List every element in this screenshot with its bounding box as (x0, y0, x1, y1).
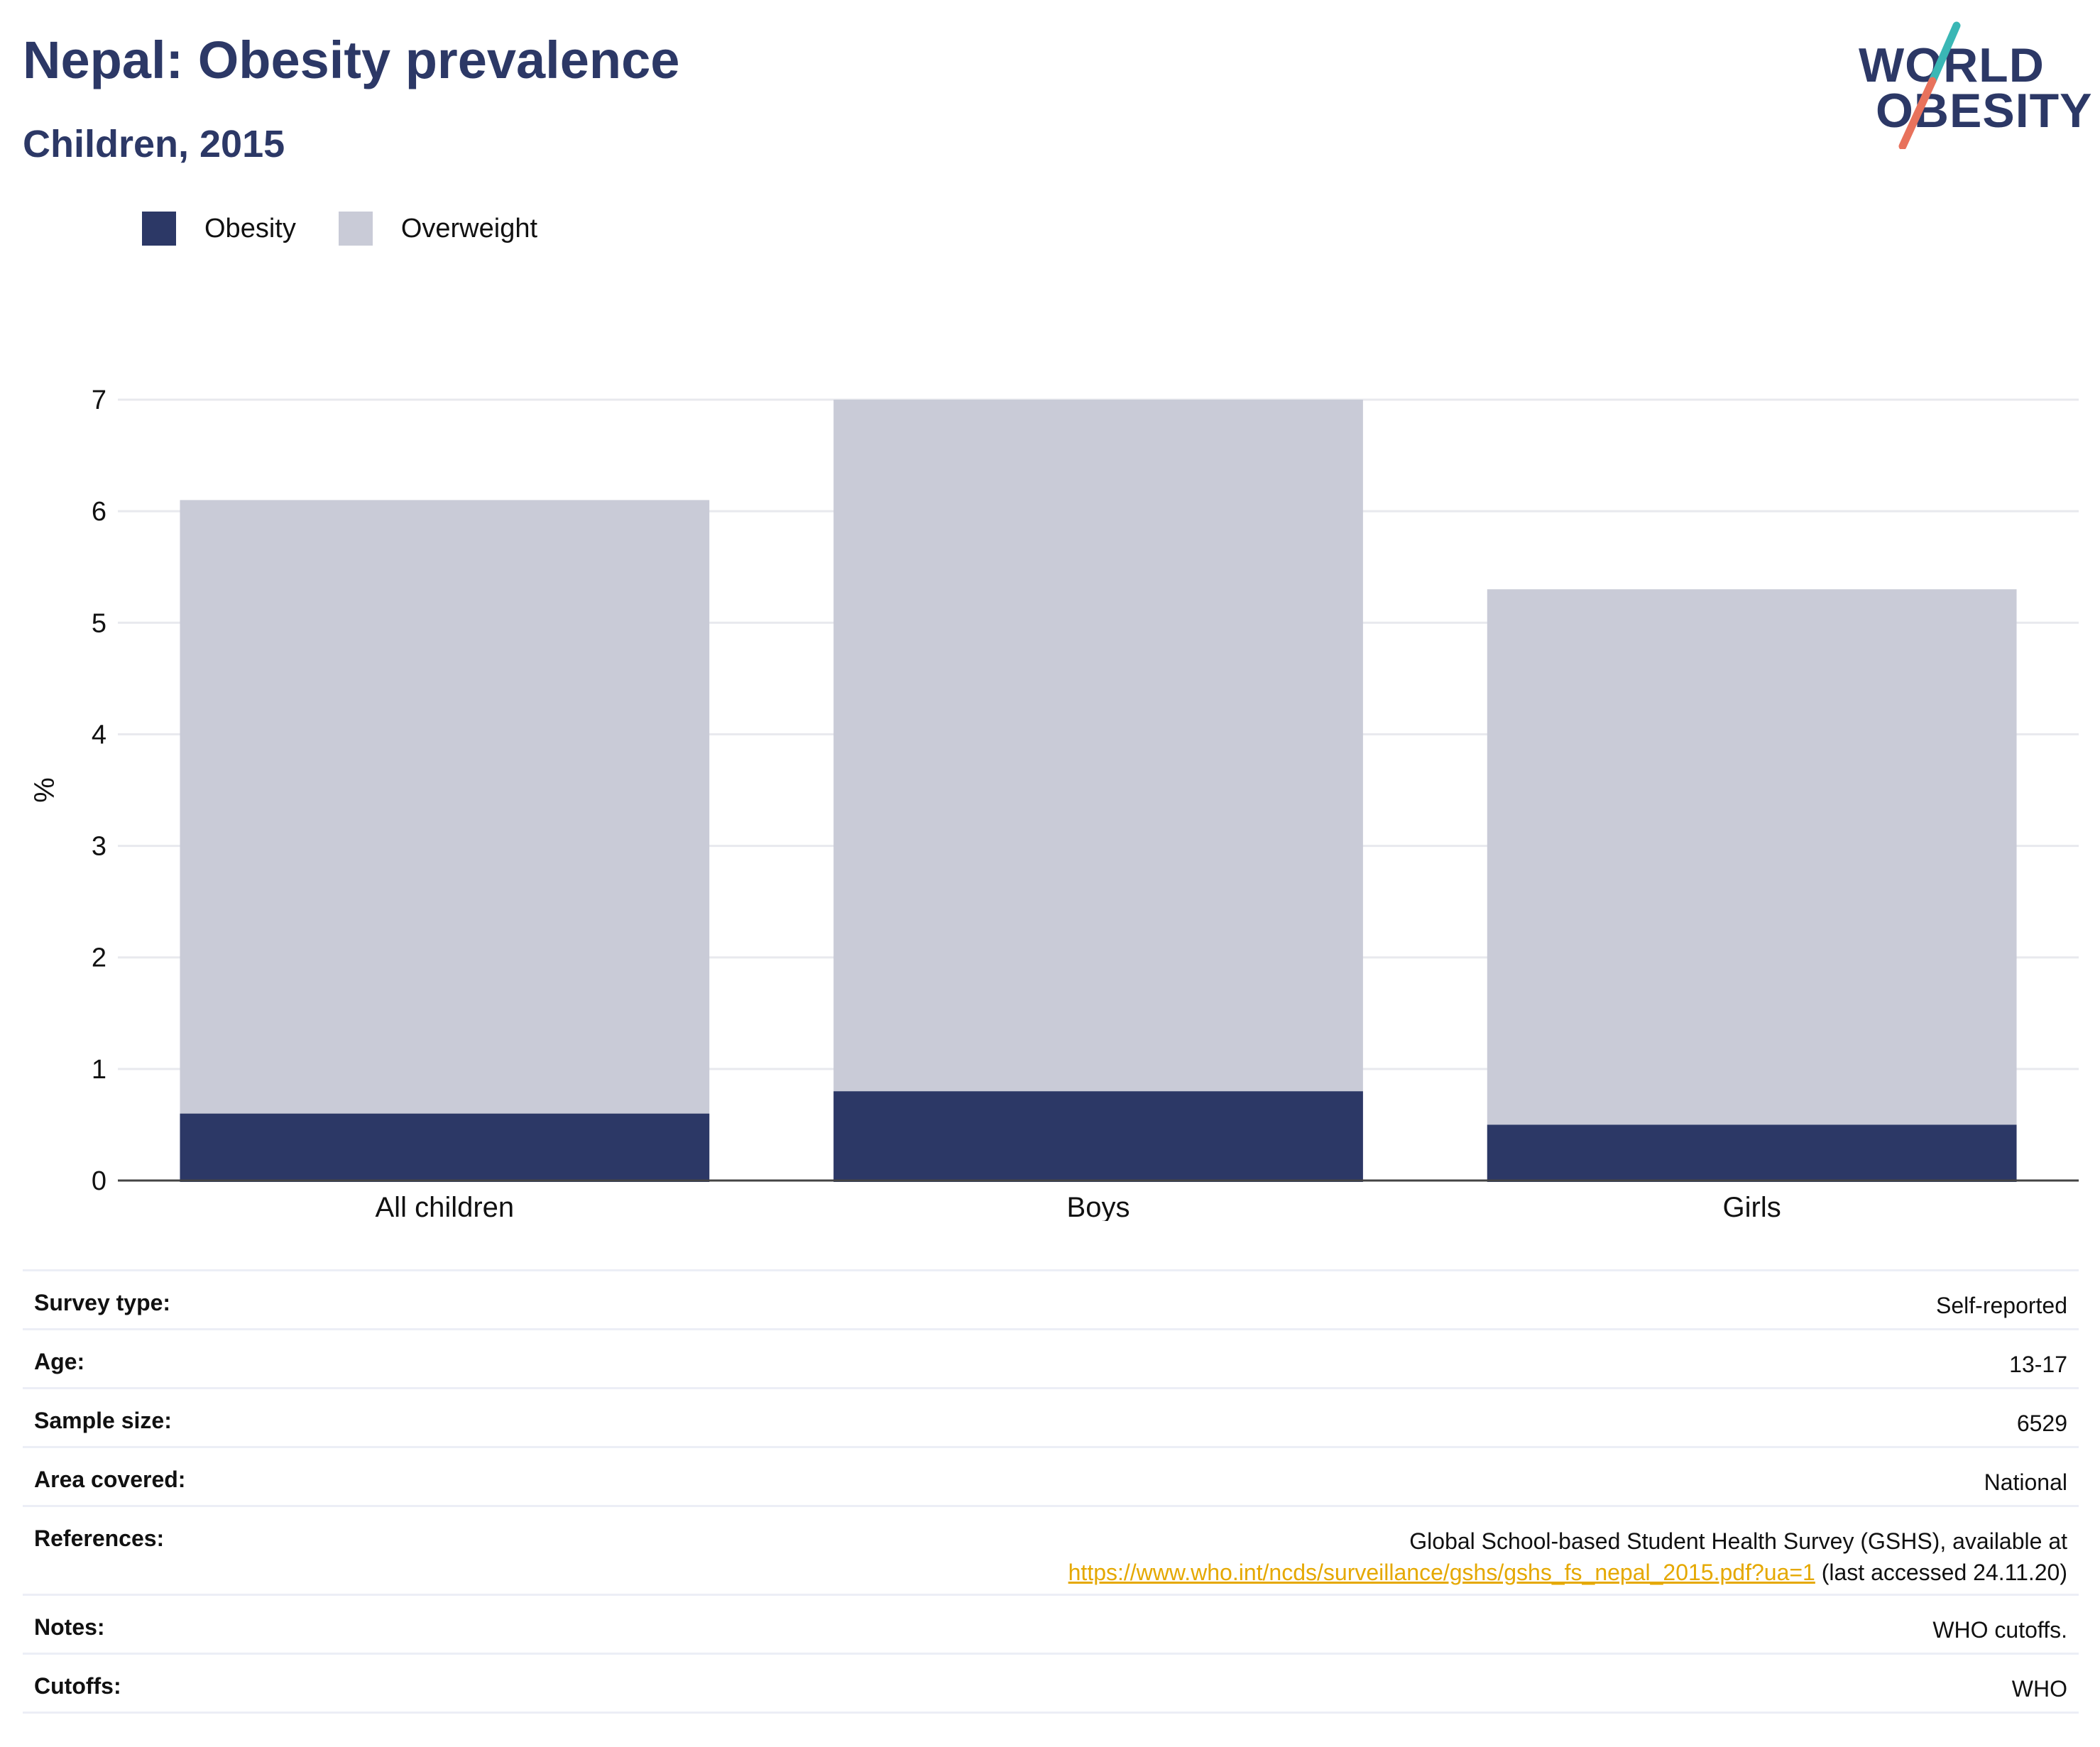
info-label: Age: (34, 1349, 85, 1374)
info-label: Notes: (34, 1614, 105, 1640)
info-value-text: Self-reported (1936, 1293, 2067, 1318)
info-value: WHO cutoffs. (1932, 1614, 2067, 1645)
x-tick-label-boys: Boys (1067, 1192, 1130, 1221)
chart-title: Nepal: Obesity prevalence (23, 31, 680, 89)
legend-item-obesity[interactable]: Obesity (142, 212, 296, 246)
info-value: 6529 (2017, 1408, 2067, 1439)
info-value-text: Global School-based Student Health Surve… (1409, 1528, 2067, 1554)
info-row-survey-type: Survey type: Self-reported (23, 1271, 2079, 1330)
info-row-sample-size: Sample size: 6529 (23, 1389, 2079, 1448)
y-tick-label-3: 3 (92, 832, 106, 862)
y-tick-label-5: 5 (92, 608, 106, 638)
reference-link[interactable]: https://www.who.int/ncds/surveillance/gs… (1068, 1560, 1815, 1585)
legend-swatch-overweight (338, 212, 373, 246)
info-label: References: (34, 1526, 165, 1551)
x-tick-label-girls: Girls (1723, 1192, 1781, 1221)
info-row-cutoffs: Cutoffs: WHO (23, 1655, 2079, 1714)
bar-overweight-boys (833, 400, 1363, 1182)
legend-label-obesity: Obesity (204, 213, 296, 243)
legend-label-overweight: Overweight (400, 213, 538, 243)
chart-subtitle: Children, 2015 (23, 123, 285, 165)
info-label: Survey type: (34, 1290, 171, 1315)
bar-obesity-girls (1487, 1124, 2017, 1182)
bar-overweight-all-children (180, 500, 710, 1182)
logo-word-world: WORLD (1859, 38, 2045, 92)
info-row-notes: Notes: WHO cutoffs. (23, 1596, 2079, 1655)
info-value: 13-17 (2009, 1349, 2067, 1380)
y-tick-label-0: 0 (92, 1166, 106, 1196)
info-value: National (1984, 1467, 2067, 1498)
y-axis-label: % (28, 777, 59, 803)
logo-slash-icon (1898, 21, 1961, 149)
info-value: Global School-based Student Health Surve… (1068, 1526, 2067, 1588)
info-value-text: WHO (2011, 1676, 2067, 1702)
reference-suffix: (last accessed 24.11.20) (1815, 1560, 2067, 1585)
info-value: WHO (2012, 1673, 2067, 1704)
y-tick-label-4: 4 (92, 720, 106, 750)
info-label: Sample size: (34, 1408, 172, 1433)
y-tick-label-6: 6 (92, 497, 106, 527)
y-tick-label-1: 1 (92, 1055, 106, 1085)
info-label: Area covered: (34, 1467, 186, 1492)
bar-chart: 0 1 2 3 4 5 6 7% All children Boys Girls (28, 385, 2079, 1221)
info-value-text: WHO cutoffs. (1932, 1617, 2067, 1643)
survey-info-table: Survey type: Self-reported Age: 13-17 Sample… (23, 1269, 2079, 1714)
info-value-text: 6529 (2016, 1411, 2067, 1436)
legend-swatch-obesity (142, 212, 176, 246)
info-row-references: References: Global School-based Student H… (23, 1507, 2079, 1596)
chart-legend: Obesity Overweight (142, 212, 580, 246)
x-tick-label-all-children: All children (376, 1192, 515, 1221)
info-value-text: National (1984, 1469, 2067, 1495)
legend-item-overweight[interactable]: Overweight (338, 212, 538, 246)
y-tick-label-7: 7 (92, 385, 106, 415)
info-row-area-covered: Area covered: National (23, 1448, 2079, 1507)
bar-overweight-girls (1487, 589, 2017, 1182)
info-value-text: 13-17 (2009, 1352, 2067, 1377)
y-tick-label-2: 2 (92, 943, 106, 973)
info-label: Cutoffs: (34, 1673, 121, 1699)
info-row-age: Age: 13-17 (23, 1330, 2079, 1389)
bar-obesity-all-children (180, 1113, 710, 1182)
bar-obesity-boys (833, 1091, 1363, 1182)
world-obesity-logo: WORLD OBESITY (1853, 21, 2092, 149)
info-value: Self-reported (1936, 1290, 2067, 1321)
